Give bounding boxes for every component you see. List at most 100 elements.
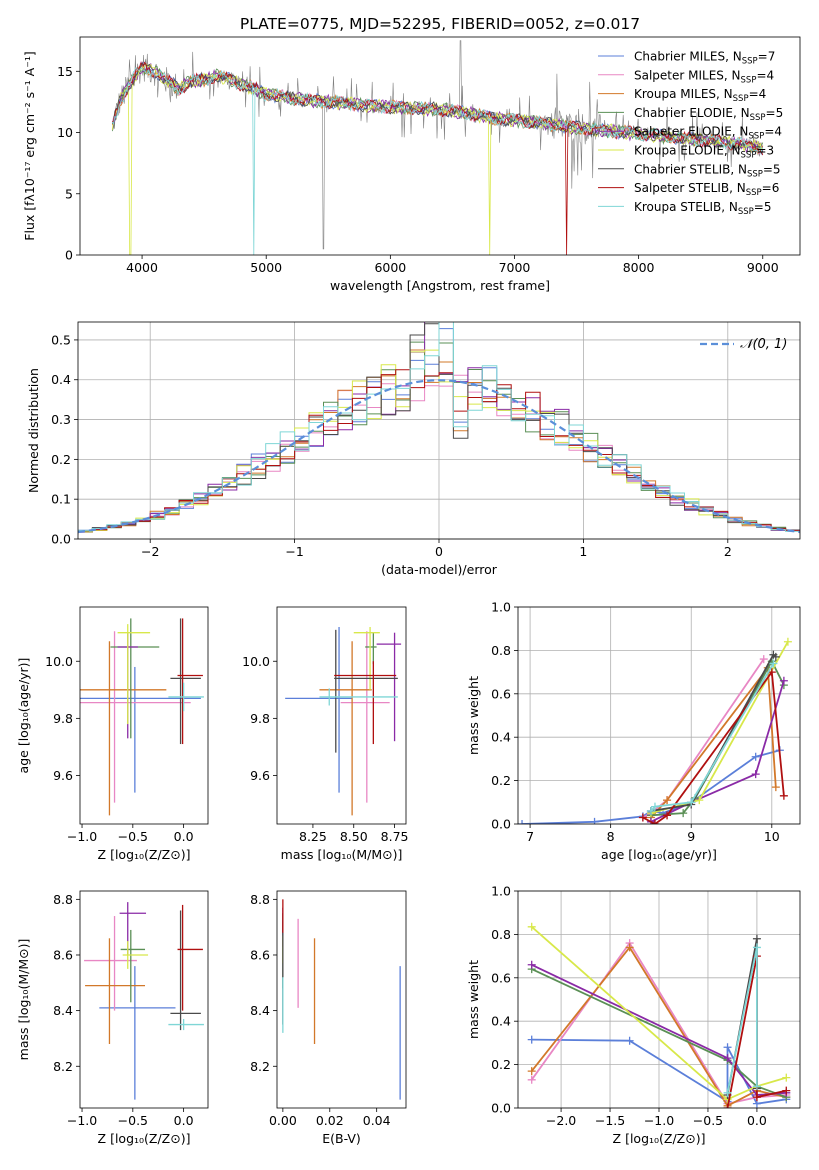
y-tick-label: 8.8: [53, 892, 73, 907]
legend-label: Chabrier MILES, NSSP=7: [634, 50, 775, 67]
x-tick-label: 8000: [623, 260, 655, 275]
x-tick-label: −1: [285, 544, 303, 559]
plot-area: [111, 40, 764, 255]
model-spectrum-line: [111, 63, 764, 255]
axes-frame: [79, 36, 801, 256]
weight-marker: [650, 802, 659, 811]
panel-residuals: −2 −1 0 1 2 0.0 0.1 0.2 0.3 0.4 0.5 (data-model)/er…: [26, 321, 801, 577]
x-axis-label: E(B-V): [322, 1131, 361, 1146]
weight-marker: [751, 752, 760, 761]
x-tick-label: 2: [724, 544, 732, 559]
y-tick-label: 0.8: [491, 643, 511, 658]
panel-weight_vs_Z: −2.0 −1.5 −1.0 −0.5 0.0 0.0 0.2 0.4 0.6 0.8 1.0 Z […: [466, 884, 801, 1146]
y-tick-label: 0.2: [491, 773, 511, 788]
y-tick-label: 8.2: [250, 1059, 270, 1074]
x-tick-label: −1.0: [67, 1113, 97, 1128]
x-tick-label: 8.50: [340, 829, 368, 844]
weight-marker: [638, 813, 647, 822]
axes-frame: [79, 890, 209, 1109]
y-tick-label: 10.0: [45, 654, 73, 669]
weight-marker: [769, 659, 778, 668]
plot-area: [518, 637, 792, 824]
weight-marker: [723, 1054, 732, 1063]
panel-weight_vs_age: 7 8 9 10 0.0 0.2 0.4 0.6 0.8 1.0 age [log₁₀(age/yr…: [466, 600, 801, 862]
weight-line: [650, 653, 777, 812]
weight-marker: [625, 943, 634, 952]
weight-marker: [679, 809, 688, 818]
panel-age_vs_Z: −1.0 −0.5 0.0 9.6 9.8 10.0 Z [log₁₀(Z/Z⊙)] age …: [16, 606, 209, 862]
model-spectrum-line: [111, 61, 764, 155]
y-tick-label: 0: [65, 248, 73, 263]
weight-marker: [782, 1073, 791, 1082]
weight-marker: [779, 676, 788, 685]
weight-marker: [752, 1093, 761, 1102]
y-tick-label: 10: [57, 125, 73, 140]
x-tick-label: 5000: [250, 260, 282, 275]
weight-marker: [527, 960, 536, 969]
x-tick-label: 0.00: [269, 1113, 297, 1128]
weight-line: [650, 680, 785, 823]
axes-frame: [276, 606, 407, 825]
y-tick-label: 9.6: [53, 768, 73, 783]
x-axis-label: age [log₁₀(age/yr)]: [601, 847, 717, 862]
x-tick-label: 0.04: [363, 1113, 391, 1128]
axes-frame: [276, 890, 407, 1109]
plot-area: [84, 902, 204, 1100]
weight-marker: [752, 1082, 761, 1091]
weight-marker: [779, 791, 788, 800]
y-tick-label: 0.4: [51, 372, 71, 387]
y-tick-label: 0.2: [491, 1057, 511, 1072]
legend-label: Chabrier STELIB, NSSP=5: [634, 162, 781, 179]
plot-area: [527, 922, 791, 1108]
x-tick-label: 1: [579, 544, 587, 559]
x-tick-label: 9000: [747, 260, 779, 275]
weight-marker: [590, 817, 599, 824]
weight-marker: [625, 1036, 634, 1045]
axes-frame: [517, 606, 801, 825]
panel-mass_vs_ebv: 0.00 0.02 0.04 8.2 8.4 8.6 8.8 E(B-V): [250, 890, 407, 1146]
y-axis-label: mass weight: [466, 676, 481, 755]
x-tick-label: 10: [764, 829, 780, 844]
weight-marker: [527, 1075, 536, 1084]
weight-marker: [752, 943, 761, 952]
axes-frame: [77, 321, 801, 540]
legend-label: Kroupa STELIB, NSSP=5: [634, 200, 772, 217]
y-tick-label: 8.6: [53, 947, 73, 962]
y-axis-label: Flux [fλ10⁻¹⁷ erg cm⁻² s⁻¹ A⁻¹]: [22, 51, 37, 240]
panel-spectrum: 4000 5000 6000 7000 8000 9000 0 5 10 15 wavelength…: [22, 36, 801, 293]
weight-marker: [723, 1088, 732, 1097]
x-tick-label: 0.0: [174, 1113, 194, 1128]
y-tick-label: 0.8: [491, 927, 511, 942]
x-tick-label: −0.5: [118, 829, 148, 844]
axes-frame: [79, 606, 209, 825]
y-tick-label: 0.1: [51, 492, 71, 507]
y-tick-label: 8.6: [250, 947, 270, 962]
y-tick-label: 8.4: [250, 1003, 270, 1018]
y-tick-label: 0.6: [491, 970, 511, 985]
x-axis-label: mass [log₁₀(M/M⊙)]: [281, 847, 403, 862]
y-tick-label: 0.0: [491, 817, 511, 832]
weight-line: [531, 1038, 787, 1105]
legend-label: Salpeter MILES, NSSP=4: [634, 68, 774, 85]
y-tick-label: 8.2: [53, 1059, 73, 1074]
y-tick-label: 0.5: [51, 332, 71, 347]
weight-marker: [646, 806, 655, 815]
weight-marker: [527, 1035, 536, 1044]
x-tick-label: −0.5: [693, 1113, 723, 1128]
plot-area: [285, 626, 402, 816]
x-tick-label: −0.5: [118, 1113, 148, 1128]
legend-label: Kroupa MILES, NSSP=4: [634, 87, 766, 104]
y-tick-label: 0.2: [51, 452, 71, 467]
x-tick-label: 4000: [126, 260, 158, 275]
y-tick-label: 15: [57, 64, 73, 79]
figure-title: PLATE=0775, MJD=52295, FIBERID=0052, z=0…: [240, 15, 640, 33]
legend-label: Salpeter STELIB, NSSP=6: [634, 181, 779, 198]
weight-marker: [695, 796, 704, 805]
y-tick-label: 0.3: [51, 412, 71, 427]
x-tick-label: 8.25: [299, 829, 327, 844]
model-spectrum-line: [111, 67, 764, 255]
x-tick-label: −1.0: [644, 1113, 674, 1128]
chart-layer: 4000 5000 6000 7000 8000 9000051015wavelength…: [16, 36, 801, 1146]
y-tick-label: 0.0: [491, 1101, 511, 1116]
